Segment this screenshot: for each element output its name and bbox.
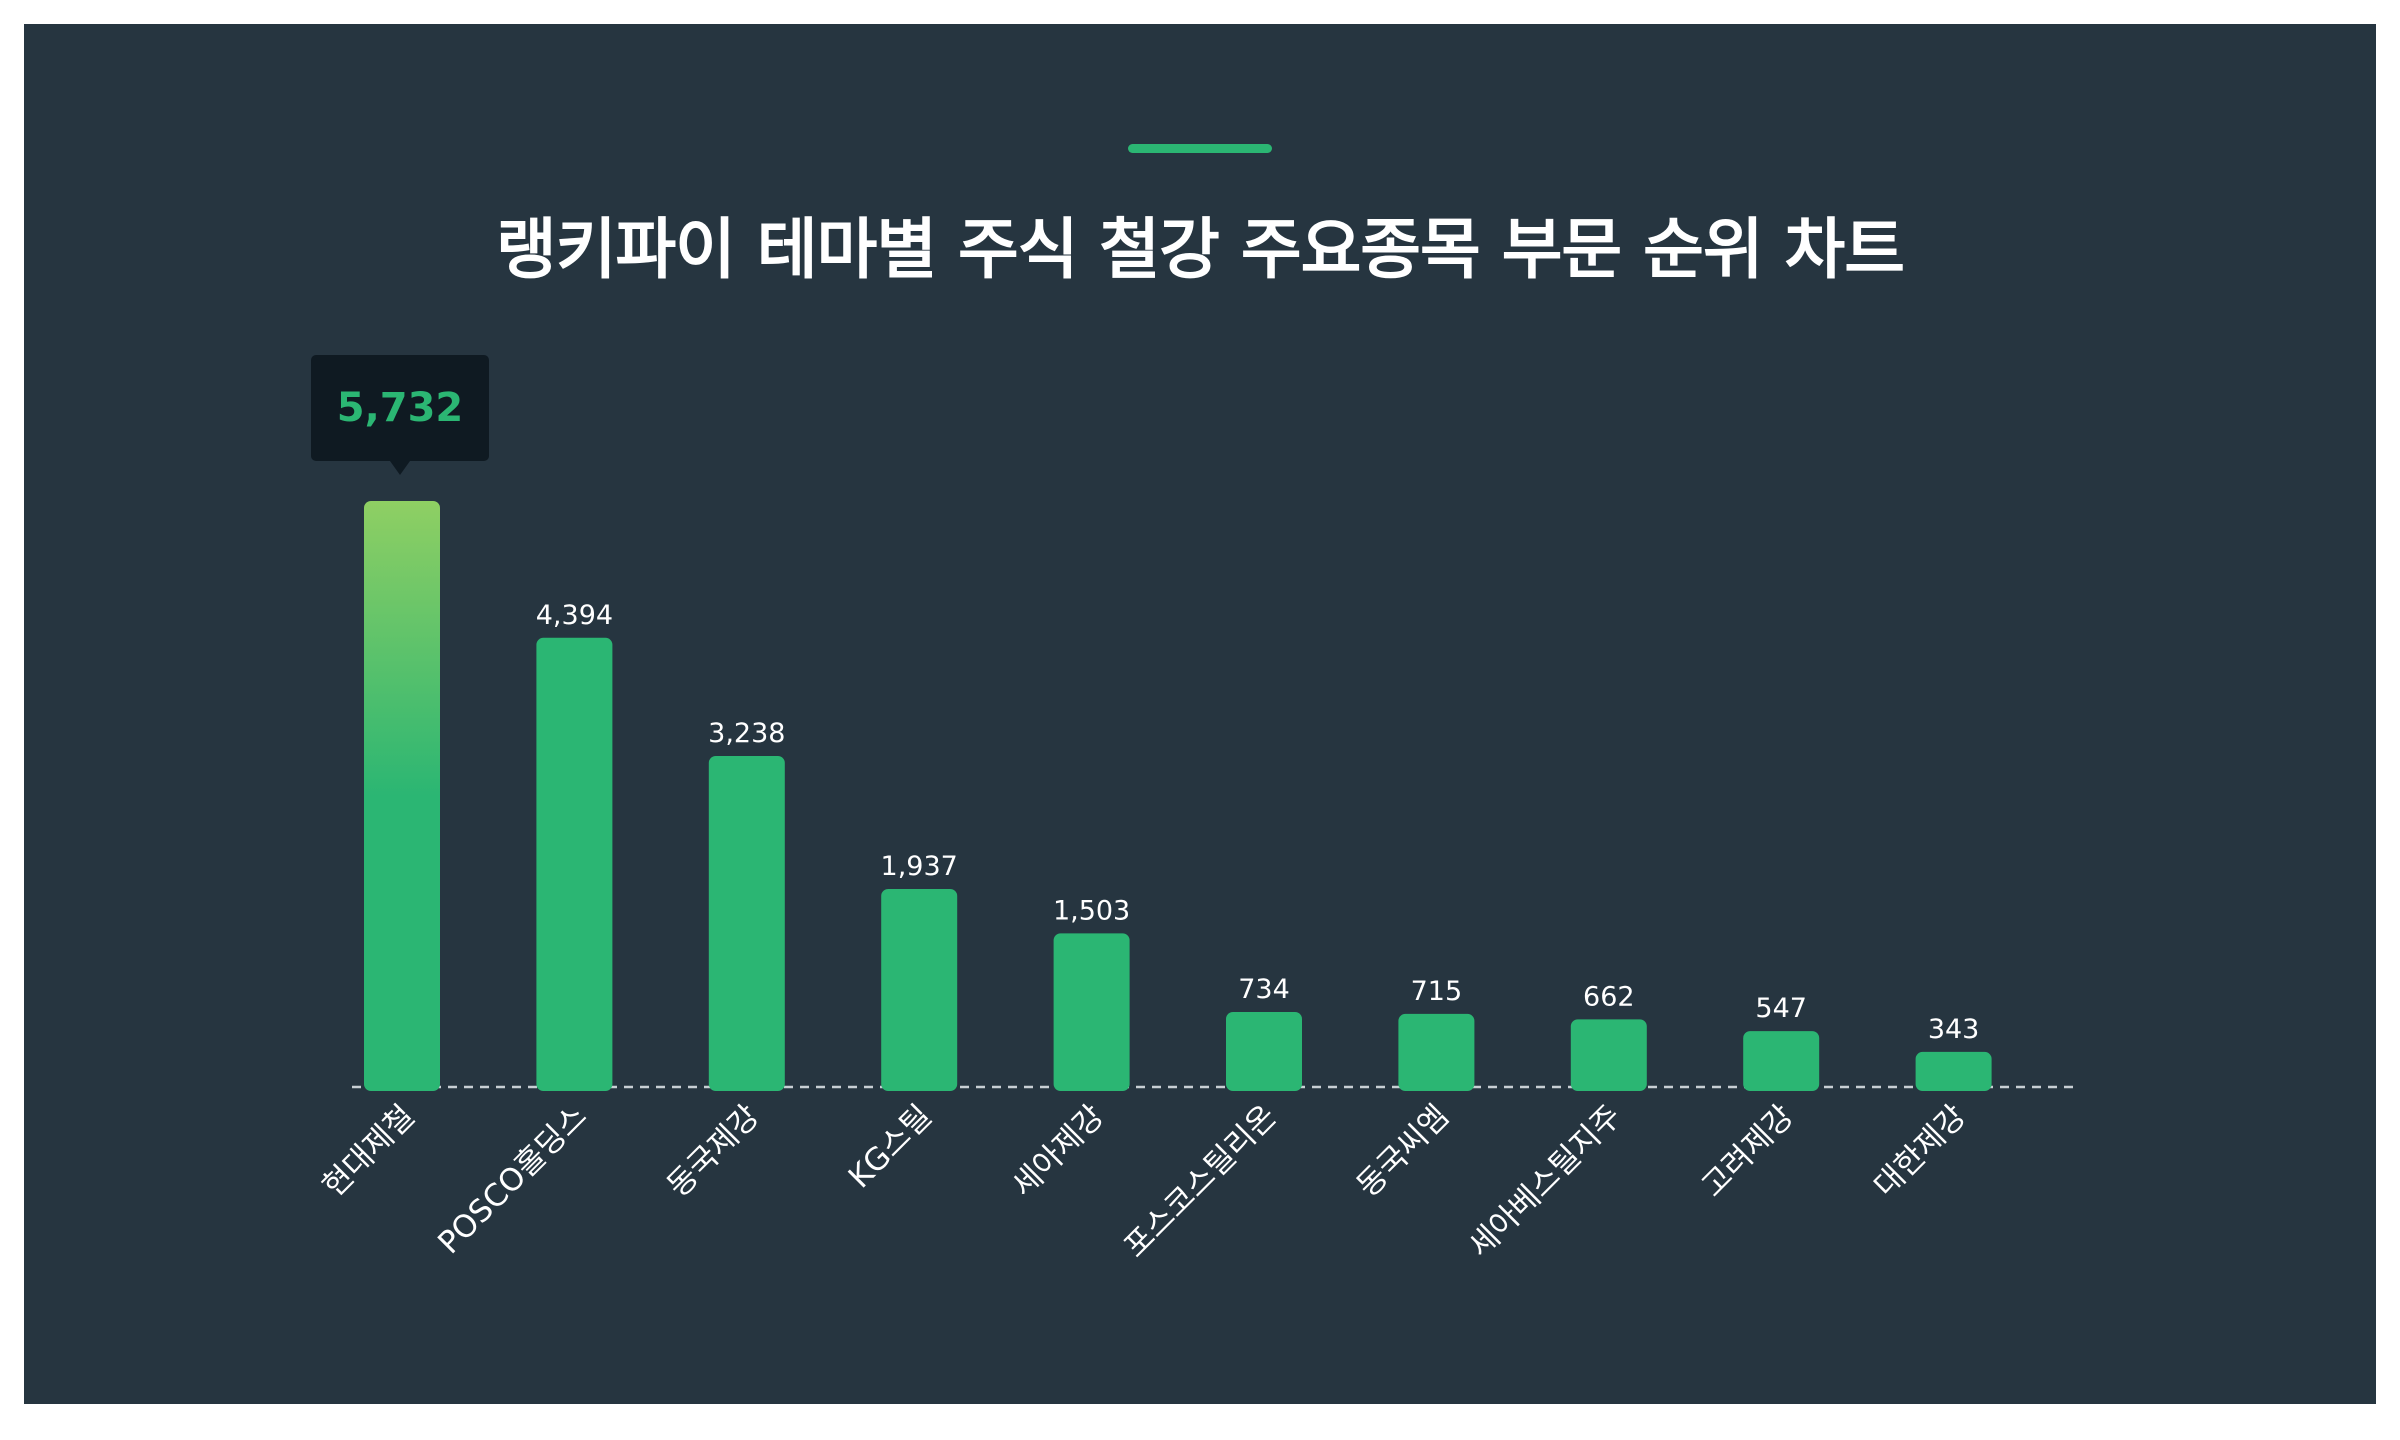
category-label-4: KG스틸	[842, 1098, 939, 1195]
category-label-1: 현대제철	[316, 1098, 422, 1204]
value-label-3: 3,238	[708, 718, 785, 749]
bar-3[interactable]	[708, 755, 785, 1091]
tooltip-value: 5,732	[337, 385, 464, 431]
value-label-7: 715	[1411, 976, 1463, 1007]
bar-7[interactable]	[1398, 1013, 1475, 1091]
bar-6[interactable]	[1226, 1011, 1302, 1091]
category-label-6: 포스코스틸리온	[1117, 1098, 1284, 1265]
value-label-6: 734	[1238, 974, 1290, 1005]
value-label-10: 343	[1928, 1014, 1980, 1045]
category-label-5: 세아제강	[1005, 1098, 1111, 1204]
title-accent-line	[1128, 144, 1272, 153]
value-label-2: 4,394	[536, 600, 613, 631]
bar-2[interactable]	[536, 637, 613, 1091]
value-label-9: 547	[1755, 993, 1807, 1024]
value-label-5: 1,503	[1053, 895, 1130, 926]
bar-10[interactable]	[1915, 1051, 1992, 1091]
tooltip-box	[311, 355, 489, 461]
bar-8[interactable]	[1570, 1019, 1647, 1091]
bar-5[interactable]	[1053, 933, 1130, 1091]
tooltip-pointer	[390, 461, 410, 475]
chart-title: 랭키파이 테마별 주식 철강 주요종목 부문 순위 차트	[496, 211, 1905, 288]
bar-4[interactable]	[881, 888, 958, 1091]
category-label-3: 동국제강	[660, 1098, 766, 1204]
category-label-9: 고려제강	[1695, 1098, 1801, 1204]
category-label-2: POSCO홀딩스	[431, 1098, 594, 1261]
category-label-10: 대한제강	[1867, 1098, 1973, 1204]
bar-1[interactable]	[364, 501, 440, 1091]
bar-9[interactable]	[1743, 1031, 1820, 1091]
category-label-8: 세아베스틸지주	[1462, 1098, 1629, 1265]
value-label-8: 662	[1583, 981, 1635, 1012]
value-label-4: 1,937	[881, 851, 958, 882]
category-label-7: 동국씨엠	[1350, 1098, 1456, 1204]
